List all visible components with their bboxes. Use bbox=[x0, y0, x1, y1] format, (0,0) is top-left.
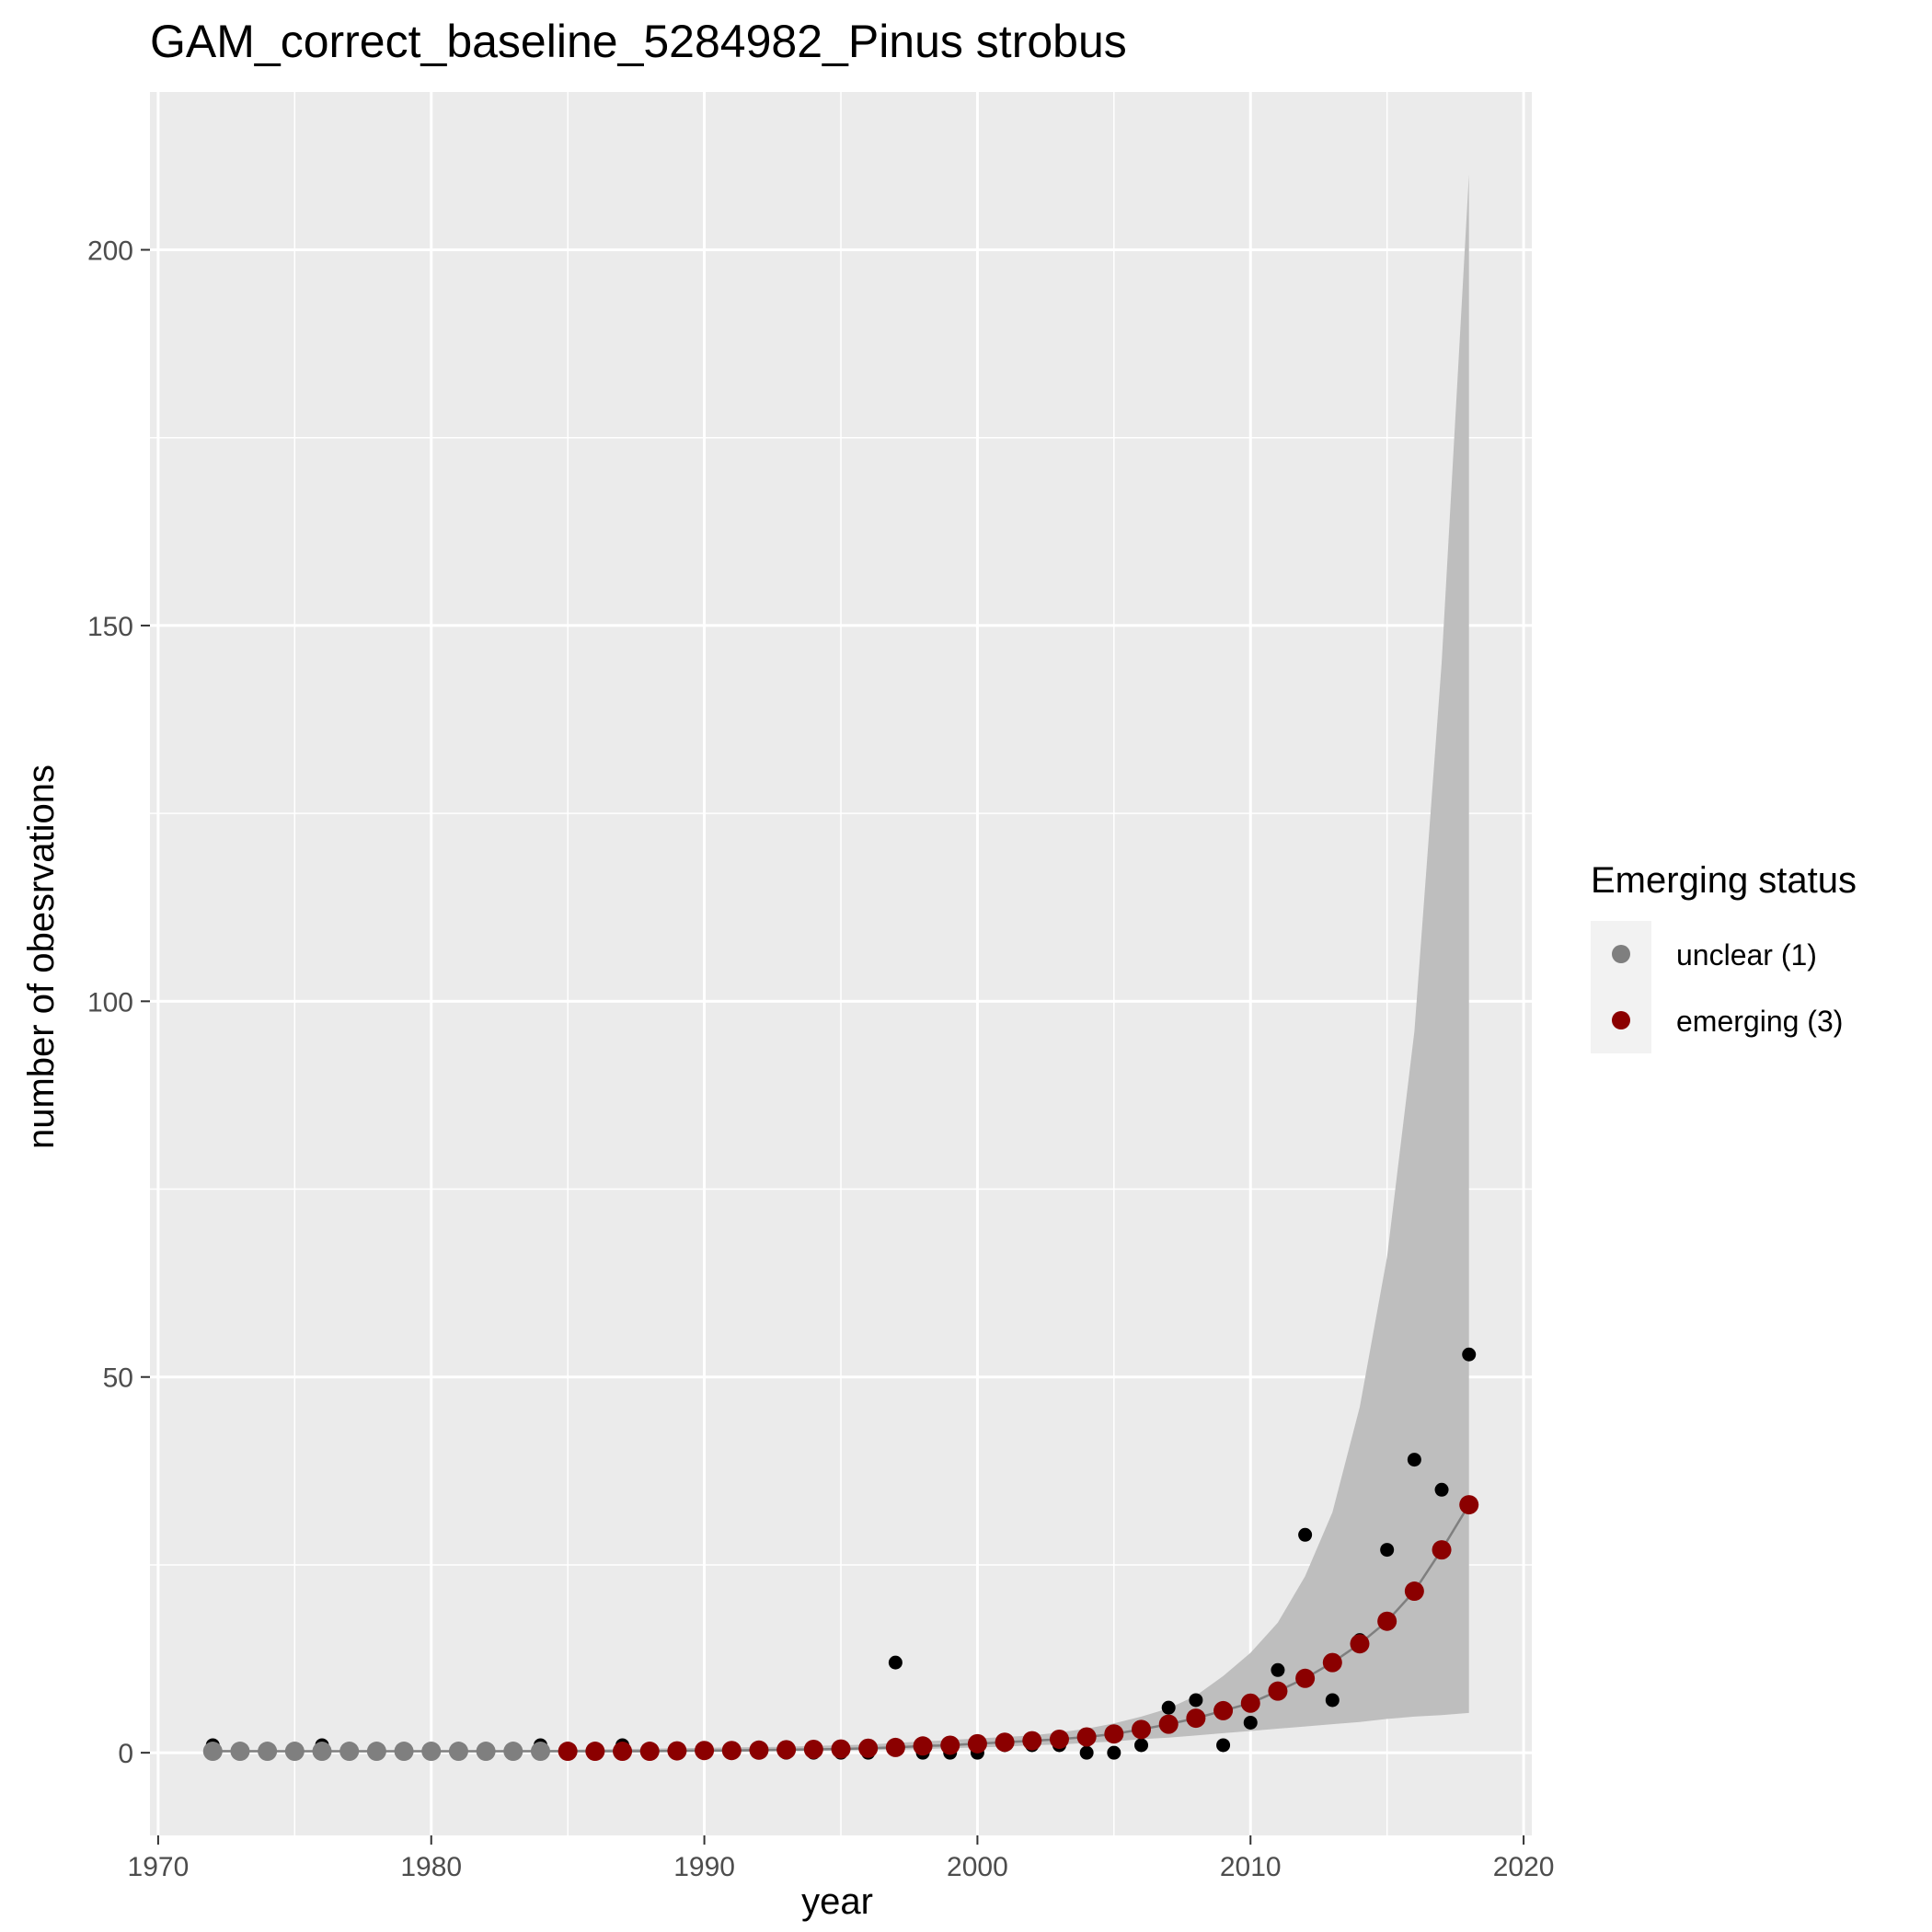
fitted-point-emerging bbox=[995, 1732, 1015, 1753]
fitted-point-emerging bbox=[695, 1741, 715, 1761]
fitted-point-emerging bbox=[803, 1739, 823, 1759]
x-tick-label: 2000 bbox=[947, 1852, 1008, 1882]
observed-point bbox=[1189, 1693, 1203, 1708]
grid-lines bbox=[150, 92, 1532, 1835]
fitted-point-emerging bbox=[721, 1741, 742, 1761]
observed-point bbox=[1079, 1745, 1094, 1760]
fitted-point-emerging bbox=[1132, 1719, 1152, 1740]
legend-label-unclear: unclear (1) bbox=[1676, 938, 1817, 972]
fitted-point-unclear bbox=[366, 1742, 386, 1762]
observed-point bbox=[1134, 1738, 1149, 1753]
fitted-point-emerging bbox=[1268, 1681, 1288, 1701]
y-axis-title: number of obesrvations bbox=[21, 765, 62, 1149]
fitted-point-unclear bbox=[284, 1742, 305, 1762]
x-axis: 1970 1980 1990 2000 2010 2020 bbox=[128, 1835, 1555, 1882]
fitted-point-unclear bbox=[476, 1742, 496, 1762]
fitted-point-emerging bbox=[1022, 1731, 1042, 1751]
fitted-point-emerging bbox=[1322, 1652, 1342, 1673]
confidence-ribbon-layer bbox=[213, 174, 1469, 1753]
legend-key-emerging bbox=[1612, 1011, 1630, 1029]
fitted-point-emerging bbox=[558, 1742, 578, 1762]
fitted-point-emerging bbox=[1076, 1727, 1097, 1747]
fitted-point-emerging bbox=[1404, 1581, 1424, 1602]
fitted-point-emerging bbox=[940, 1735, 960, 1755]
legend-title: Emerging status bbox=[1591, 860, 1857, 901]
observed-point bbox=[1462, 1347, 1477, 1362]
observed-point bbox=[1407, 1453, 1421, 1467]
fitted-point-emerging bbox=[585, 1742, 605, 1762]
fitted-point-emerging bbox=[749, 1740, 769, 1760]
observed-point bbox=[1380, 1543, 1395, 1558]
fitted-point-emerging bbox=[613, 1742, 633, 1762]
observed-point bbox=[1243, 1715, 1258, 1730]
fitted-point-emerging bbox=[913, 1736, 933, 1756]
y-tick-label: 50 bbox=[103, 1363, 133, 1394]
fitted-point-emerging bbox=[667, 1741, 687, 1761]
fitted-point-unclear bbox=[503, 1742, 523, 1762]
observed-point bbox=[1325, 1693, 1340, 1708]
x-tick-label: 1990 bbox=[673, 1852, 735, 1882]
legend: Emerging status unclear (1) emerging (3) bbox=[1591, 860, 1857, 1053]
observed-point bbox=[1271, 1662, 1285, 1677]
legend-key-unclear bbox=[1612, 945, 1630, 963]
fitted-point-emerging bbox=[967, 1733, 987, 1754]
fitted-point-emerging bbox=[1049, 1729, 1069, 1749]
y-tick-label: 0 bbox=[118, 1739, 133, 1769]
fitted-point-emerging bbox=[1104, 1724, 1124, 1744]
fitted-point-emerging bbox=[1350, 1634, 1370, 1654]
fitted-point-emerging bbox=[831, 1739, 851, 1759]
fitted-point-emerging bbox=[1240, 1693, 1260, 1713]
y-tick-label: 100 bbox=[87, 987, 133, 1018]
legend-label-emerging: emerging (3) bbox=[1676, 1005, 1843, 1038]
fitted-point-emerging bbox=[776, 1740, 797, 1760]
observed-point bbox=[1216, 1738, 1231, 1753]
fitted-point-unclear bbox=[312, 1742, 332, 1762]
fitted-point-unclear bbox=[258, 1742, 278, 1762]
observed-point bbox=[1434, 1482, 1449, 1497]
fitted-point-unclear bbox=[448, 1742, 468, 1762]
fitted-point-emerging bbox=[639, 1742, 660, 1762]
fitted-point-unclear bbox=[202, 1742, 223, 1762]
fitted-point-unclear bbox=[230, 1742, 250, 1762]
fitted-point-unclear bbox=[530, 1742, 550, 1762]
fitted-point-emerging bbox=[1213, 1700, 1234, 1720]
x-axis-title: year bbox=[801, 1881, 873, 1922]
fitted-point-unclear bbox=[394, 1742, 414, 1762]
fitted-points-layer bbox=[202, 1495, 1479, 1762]
x-tick-label: 1980 bbox=[400, 1852, 462, 1882]
x-tick-label: 2020 bbox=[1493, 1852, 1555, 1882]
observed-point bbox=[1161, 1700, 1176, 1715]
title-layer: GAM_correct_baseline_5284982_Pinus strob… bbox=[150, 16, 1127, 67]
fitted-point-emerging bbox=[1295, 1668, 1316, 1688]
axis-titles: year number of obesrvations bbox=[21, 765, 873, 1922]
confidence-ribbon bbox=[213, 174, 1469, 1753]
chart-title: GAM_correct_baseline_5284982_Pinus strob… bbox=[150, 16, 1127, 67]
fitted-point-emerging bbox=[1432, 1540, 1452, 1560]
observed-point bbox=[1298, 1527, 1313, 1542]
x-tick-label: 1970 bbox=[128, 1852, 190, 1882]
y-axis: 0 50 100 150 200 bbox=[87, 236, 150, 1769]
fitted-point-emerging bbox=[1459, 1495, 1479, 1515]
fitted-point-emerging bbox=[885, 1737, 905, 1757]
fitted-point-emerging bbox=[1377, 1611, 1397, 1631]
x-tick-label: 2010 bbox=[1220, 1852, 1282, 1882]
fitted-point-unclear bbox=[339, 1742, 360, 1762]
fitted-point-emerging bbox=[858, 1738, 879, 1758]
fitted-point-unclear bbox=[421, 1742, 442, 1762]
fitted-point-emerging bbox=[1186, 1708, 1206, 1729]
y-tick-label: 150 bbox=[87, 612, 133, 642]
fitted-point-emerging bbox=[1158, 1714, 1179, 1734]
y-tick-label: 200 bbox=[87, 236, 133, 267]
observed-point bbox=[1107, 1745, 1121, 1760]
observed-point bbox=[888, 1655, 903, 1670]
